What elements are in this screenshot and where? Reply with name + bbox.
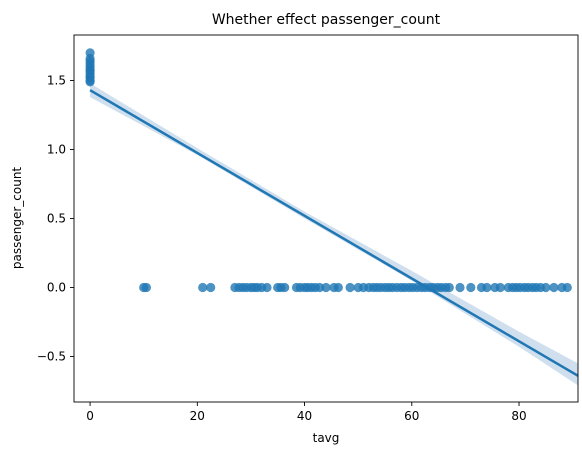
data-point — [549, 282, 559, 293]
x-tick-label: 60 — [404, 409, 419, 423]
data-point — [482, 282, 492, 293]
data-point — [198, 282, 208, 293]
y-axis-label: passenger_count — [10, 167, 24, 270]
data-point — [315, 282, 325, 293]
x-axis: 0 20 40 60 80 — [86, 402, 527, 423]
x-tick-label: 40 — [297, 409, 312, 423]
data-point — [345, 282, 355, 293]
data-point — [85, 77, 95, 87]
x-tick-label: 80 — [511, 409, 526, 423]
y-tick-label: 0.5 — [47, 212, 66, 226]
x-tick-label: 20 — [190, 409, 205, 423]
y-tick-label: 1.5 — [47, 74, 66, 88]
plot-area — [73, 34, 579, 403]
y-tick-label: −0.5 — [37, 349, 66, 363]
y-tick-label: 0.0 — [47, 280, 66, 294]
data-point — [495, 282, 505, 293]
y-tick-label: 1.0 — [47, 143, 66, 157]
data-point — [206, 282, 216, 293]
data-point — [321, 282, 331, 293]
data-point — [466, 282, 476, 293]
chart-title: Whether effect passenger_count — [212, 12, 441, 28]
data-point — [280, 282, 290, 293]
data-point — [541, 282, 551, 293]
data-point — [444, 282, 454, 293]
data-point — [262, 282, 272, 293]
data-point — [141, 282, 151, 293]
regression-line — [89, 89, 578, 377]
y-axis: −0.5 0.0 0.5 1.0 1.5 — [37, 74, 74, 363]
data-point — [333, 282, 343, 293]
data-point — [562, 282, 572, 293]
data-point — [455, 282, 465, 293]
x-axis-label: tavg — [313, 431, 340, 445]
x-tick-label: 0 — [86, 409, 94, 423]
plot-contents — [85, 48, 578, 386]
